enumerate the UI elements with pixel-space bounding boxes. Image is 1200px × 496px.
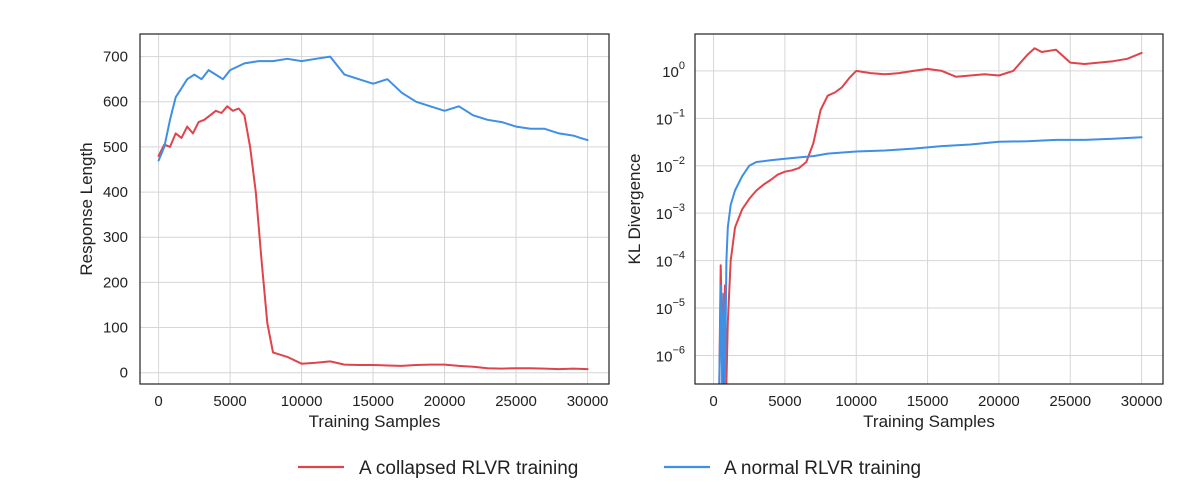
x-tick-label: 30000	[567, 393, 609, 410]
x-tick-label: 0	[154, 393, 162, 410]
y-tick-label: 200	[103, 274, 128, 291]
x-tick-label: 25000	[495, 393, 537, 410]
x-tick-label: 5000	[213, 393, 246, 410]
x-tick-label: 10000	[835, 393, 877, 410]
x-axis-label: Training Samples	[309, 412, 441, 431]
y-tick-label: 10−3	[656, 202, 685, 223]
legend-label-normal: A normal RLVR training	[724, 458, 921, 479]
series-line-collapsed	[718, 47, 1143, 384]
x-tick-label: 15000	[352, 393, 394, 410]
x-tick-label: 30000	[1121, 393, 1163, 410]
x-axis-label: Training Samples	[863, 412, 995, 431]
y-tick-label: 10−1	[656, 107, 685, 128]
kl-divergence-chart: 0 5000 10000 15000 20000 25000 30000 10−6 10−5 10…	[625, 33, 1164, 431]
x-tick-label: 20000	[978, 393, 1020, 410]
x-tick-label: 25000	[1049, 393, 1091, 410]
y-tick-label: 100	[103, 320, 128, 337]
y-tick-label: 400	[103, 184, 128, 201]
x-tick-label: 5000	[768, 393, 801, 410]
y-tick-label: 10−2	[656, 155, 685, 176]
x-tick-label: 15000	[907, 393, 949, 410]
x-tick-label: 20000	[424, 393, 466, 410]
plot-frame	[694, 33, 1164, 385]
y-tick-label: 100	[662, 60, 685, 81]
y-tick-label: 10−6	[656, 344, 685, 365]
x-tick-label: 0	[709, 393, 717, 410]
y-tick-label: 0	[120, 365, 128, 382]
y-axis-label: Response Length	[77, 142, 96, 275]
y-tick-label: 10−4	[656, 250, 685, 271]
series-line-normal	[157, 55, 589, 162]
response-length-chart: 0 5000 10000 15000 20000 25000 30000 0 100 200 300…	[77, 33, 610, 431]
x-tick-label: 10000	[281, 393, 323, 410]
y-axis-label: KL Divergence	[625, 154, 644, 265]
series-line-collapsed	[157, 105, 589, 371]
legend-label-collapsed: A collapsed RLVR training	[359, 458, 578, 479]
y-tick-label: 10−5	[656, 297, 685, 318]
y-tick-label: 700	[103, 49, 128, 66]
legend: A collapsed RLVR training A normal RLVR …	[298, 458, 921, 479]
y-tick-label: 300	[103, 229, 128, 246]
y-tick-label: 600	[103, 94, 128, 111]
plot-frame	[139, 33, 610, 385]
series-line-normal	[718, 136, 1143, 384]
y-tick-label: 500	[103, 139, 128, 156]
